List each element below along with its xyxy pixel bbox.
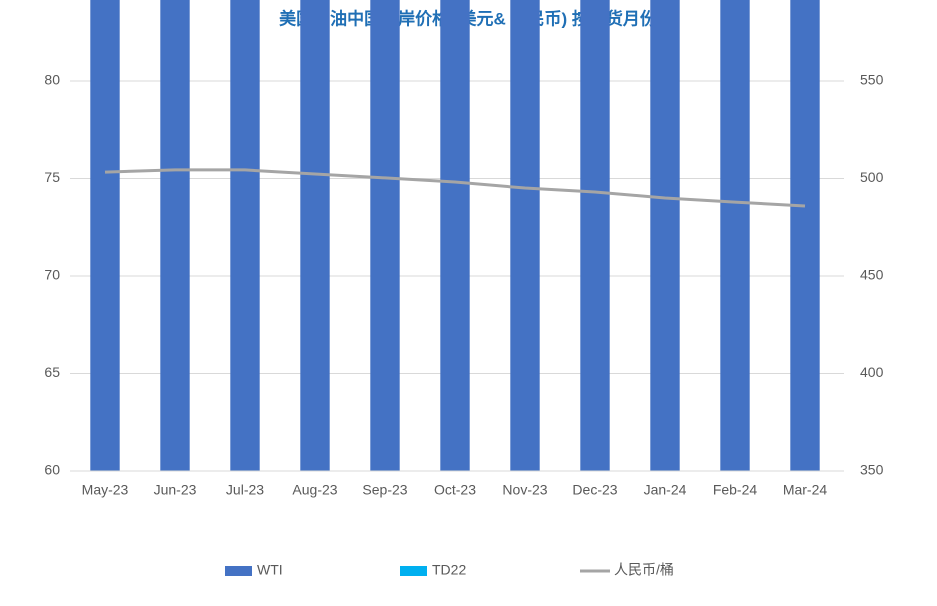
y-tick-label: 75 bbox=[44, 169, 60, 185]
x-tick-label: Dec-23 bbox=[572, 482, 617, 498]
x-tick-label: Jul-23 bbox=[226, 482, 264, 498]
line bbox=[104, 168, 806, 208]
legend-label: 人民币/桶 bbox=[614, 562, 674, 578]
x-tick-label: Jun-23 bbox=[154, 482, 197, 498]
bar bbox=[510, 0, 540, 471]
bar bbox=[90, 0, 120, 471]
x-tick-label: Sep-23 bbox=[362, 482, 407, 498]
bar bbox=[440, 0, 470, 471]
legend-swatch bbox=[400, 566, 427, 576]
bar bbox=[370, 0, 400, 471]
y-tick-label: 80 bbox=[44, 72, 60, 88]
y2-tick-label: 400 bbox=[860, 364, 884, 380]
x-tick-label: May-23 bbox=[82, 482, 129, 498]
x-tick-label: Aug-23 bbox=[292, 482, 337, 498]
legend-label: WTI bbox=[257, 562, 283, 578]
y-tick-label: 70 bbox=[44, 267, 60, 283]
bar bbox=[720, 0, 750, 471]
bar bbox=[580, 0, 610, 472]
bar bbox=[160, 0, 190, 472]
bar bbox=[230, 0, 260, 471]
x-tick-label: Nov-23 bbox=[502, 482, 547, 498]
y2-tick-label: 450 bbox=[860, 267, 884, 283]
bar bbox=[790, 0, 820, 471]
x-tick-label: Jan-24 bbox=[644, 482, 687, 498]
bar bbox=[300, 0, 330, 472]
legend-swatch bbox=[225, 566, 252, 576]
bar bbox=[650, 0, 680, 472]
y-tick-label: 60 bbox=[44, 462, 60, 478]
y2-tick-label: 500 bbox=[860, 169, 884, 185]
x-tick-label: Oct-23 bbox=[434, 482, 476, 498]
y2-tick-label: 350 bbox=[860, 462, 884, 478]
y-tick-label: 65 bbox=[44, 364, 60, 380]
y2-tick-label: 550 bbox=[860, 72, 884, 88]
legend-label: TD22 bbox=[432, 562, 466, 578]
x-tick-label: Mar-24 bbox=[783, 482, 828, 498]
x-tick-label: Feb-24 bbox=[713, 482, 758, 498]
